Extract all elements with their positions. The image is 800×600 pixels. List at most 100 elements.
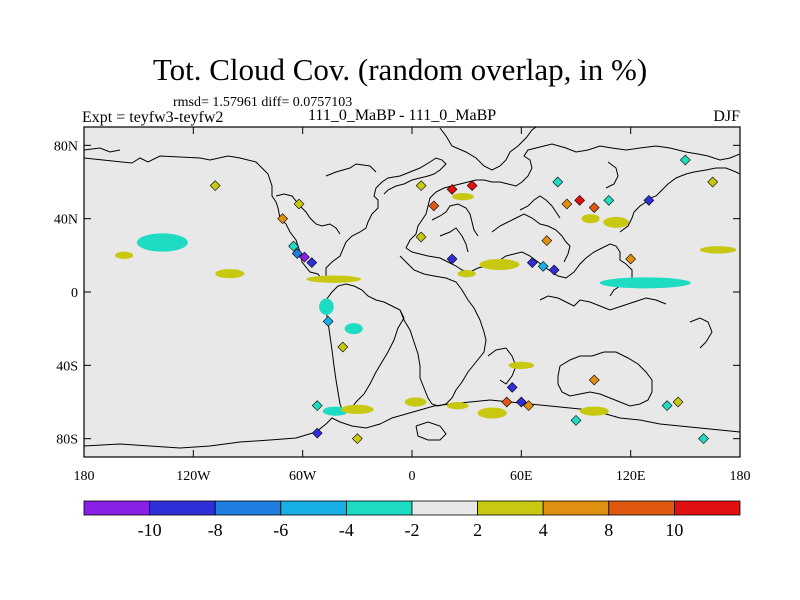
x-tick-label: 0 [409,469,416,484]
anomaly-cell [293,198,305,210]
colorbar-label: 4 [539,520,548,540]
anomaly-cell [625,253,637,265]
colorbar-label: -6 [273,520,288,540]
anomaly-cell [428,200,440,212]
anomaly-cell [506,381,518,393]
anomaly-blob [579,406,609,416]
y-tick-label: 80N [54,139,78,154]
anomaly-cell [299,251,310,263]
anomaly-blob [477,407,507,419]
anomaly-blob [306,275,361,283]
season-label: DJF [713,108,740,125]
anomaly-blob [699,246,737,254]
anomaly-blob [114,251,134,259]
anomaly-blob [136,233,188,252]
anomaly-cell [552,176,564,188]
period-subtitle: 111_0_MaBP - 111_0_MaBP [308,107,497,124]
colorbar-swatch [83,500,150,516]
colorbar: -10 -8 -6 -4 -2 2 4 8 10 [83,500,741,540]
anomaly-cell [548,264,560,276]
anomaly-cell [515,396,527,408]
rmsd-diff-stats: rmsd= 1.57961 diff= 0.0757103 [173,95,353,110]
anomaly-blob [603,216,629,228]
anomaly-cell [541,235,553,247]
anomaly-cell [679,154,691,166]
colorbar-swatch [149,500,216,516]
colorbar-swatch [214,500,282,516]
anomaly-cell [351,433,363,445]
colorbar-label: -2 [405,520,420,540]
x-tick-label: 180 [730,469,751,484]
anomaly-cell [291,248,303,259]
anomaly-cell [209,180,221,192]
x-tick-label: 60E [510,469,533,484]
anomaly-cell [523,400,534,412]
anomaly-cell [672,396,684,408]
anomaly-cell [643,194,655,206]
colorbar-label: -4 [339,520,354,540]
anomaly-blob [508,361,535,370]
anomaly-blob [340,404,374,414]
anomaly-blob [344,323,363,335]
anomaly-cell [574,194,586,206]
y-tick-label: 40S [56,359,78,374]
anomaly-cell [707,176,719,188]
anomaly-blob [404,397,427,407]
colorbar-swatch [477,500,544,516]
anomaly-cell [661,400,673,412]
anomaly-blob [452,193,474,201]
anomaly-blob [479,259,520,270]
x-tick-label: 120W [176,469,211,484]
anomaly-cell [501,396,513,408]
anomaly-cell [288,240,299,252]
y-tick-label: 40N [54,213,78,228]
anomaly-cell [415,231,427,243]
colorbar-label: 8 [604,520,613,540]
colorbar-swatch [345,500,413,516]
map-background [84,127,740,457]
anomaly-cell [526,257,538,269]
y-axis: 80N 40N 0 40S 80S [54,139,740,448]
anomaly-cell [588,374,600,386]
x-tick-label: 180 [74,469,95,484]
anomaly-cell [698,433,709,445]
anomaly-cell [311,427,323,439]
anomaly-cell [570,414,582,426]
colorbar-swatch [411,500,478,516]
experiment-label: Expt = teyfw3-teyfw2 [82,109,224,126]
anomaly-cell [537,260,549,272]
anomaly-cell [603,194,615,206]
anomaly-cell [588,202,600,214]
x-tick-label: 60W [289,469,317,484]
anomaly-blob [581,214,600,224]
anomaly-cell [446,253,458,265]
plot-title: Tot. Cloud Cov. (random overlap, in %) [152,52,648,87]
colorbar-label: 2 [473,520,482,540]
anomaly-cell [322,315,334,327]
anomaly-cell [561,198,573,210]
y-tick-label: 80S [56,433,78,448]
colorbar-swatch [280,500,347,516]
coastlines [84,127,740,449]
anomaly-cell [466,180,478,192]
colorbar-label: -10 [138,520,162,540]
anomaly-blob [457,270,476,278]
anomaly-blob [599,277,691,289]
anomaly-blob [215,269,245,279]
anomaly-cell [337,341,349,353]
anomaly-cell [311,400,323,412]
anomaly-layer [114,154,737,445]
anomaly-cell [446,183,458,195]
colorbar-swatch [674,500,741,516]
colorbar-swatch [542,500,610,516]
anomaly-blob [446,402,469,410]
colorbar-swatch [608,500,675,516]
x-tick-label: 120E [616,469,646,484]
anomaly-cell [415,180,427,192]
anomaly-cell [306,257,318,269]
x-axis: 180 120W 60W 0 60E 120E 180 [74,127,751,484]
anomaly-blob [319,298,334,315]
anomaly-cell [277,213,288,225]
colorbar-label: -8 [208,520,223,540]
